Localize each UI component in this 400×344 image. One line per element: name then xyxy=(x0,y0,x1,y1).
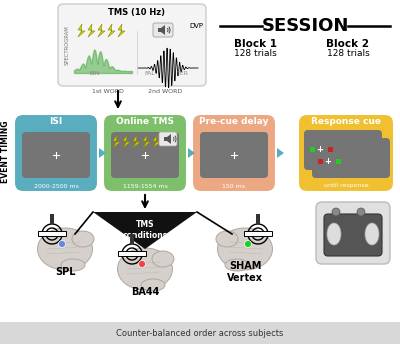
Circle shape xyxy=(138,260,146,268)
Bar xyxy=(318,159,323,164)
Text: Block 2: Block 2 xyxy=(326,39,370,49)
Text: Block 1: Block 1 xyxy=(234,39,276,49)
Text: 2000-2500 ms: 2000-2500 ms xyxy=(34,183,78,189)
Text: Response cue: Response cue xyxy=(311,118,381,127)
Polygon shape xyxy=(133,135,140,148)
Polygon shape xyxy=(153,135,160,148)
Ellipse shape xyxy=(225,259,249,271)
Polygon shape xyxy=(98,24,105,37)
Text: TMS (10 Hz): TMS (10 Hz) xyxy=(108,9,166,18)
Bar xyxy=(50,214,54,224)
Ellipse shape xyxy=(216,231,238,247)
Circle shape xyxy=(332,208,340,216)
Text: EVENT TIMING: EVENT TIMING xyxy=(2,121,10,183)
FancyBboxPatch shape xyxy=(159,132,177,146)
Text: 150 ms: 150 ms xyxy=(222,183,246,189)
Bar xyxy=(336,159,341,164)
Text: Online TMS: Online TMS xyxy=(116,118,174,127)
Text: +: + xyxy=(324,157,332,165)
Ellipse shape xyxy=(61,259,85,271)
Polygon shape xyxy=(108,24,115,37)
FancyBboxPatch shape xyxy=(22,132,90,178)
Circle shape xyxy=(244,240,252,247)
Text: 128 trials: 128 trials xyxy=(327,50,369,58)
Text: 1st WORD: 1st WORD xyxy=(92,89,124,94)
Polygon shape xyxy=(93,212,197,249)
Ellipse shape xyxy=(38,228,92,270)
FancyBboxPatch shape xyxy=(316,202,390,264)
Ellipse shape xyxy=(152,251,174,267)
Bar xyxy=(118,251,146,256)
Ellipse shape xyxy=(218,228,272,270)
FancyBboxPatch shape xyxy=(14,114,98,192)
Polygon shape xyxy=(118,24,125,37)
Circle shape xyxy=(357,208,365,216)
Text: Counter-balanced order across subjects: Counter-balanced order across subjects xyxy=(116,329,284,337)
Text: 1159-1554 ms: 1159-1554 ms xyxy=(122,183,168,189)
Text: SHAM
Vertex: SHAM Vertex xyxy=(227,261,263,283)
Text: TMS
conditions: TMS conditions xyxy=(122,219,168,240)
Ellipse shape xyxy=(365,223,379,245)
Polygon shape xyxy=(123,135,130,148)
Text: BA44: BA44 xyxy=(131,287,159,297)
Polygon shape xyxy=(188,148,195,158)
FancyBboxPatch shape xyxy=(312,138,390,178)
Bar xyxy=(256,214,260,224)
Text: Pre-cue delay: Pre-cue delay xyxy=(199,118,269,127)
FancyBboxPatch shape xyxy=(298,114,394,192)
Bar xyxy=(130,234,134,244)
FancyBboxPatch shape xyxy=(324,214,382,256)
Bar xyxy=(244,231,272,236)
FancyBboxPatch shape xyxy=(58,4,206,86)
Text: ISI: ISI xyxy=(49,118,63,127)
Bar xyxy=(0,322,400,344)
Bar xyxy=(38,231,66,236)
Polygon shape xyxy=(143,135,150,148)
FancyBboxPatch shape xyxy=(103,114,187,192)
Ellipse shape xyxy=(118,248,172,290)
Ellipse shape xyxy=(141,279,165,291)
Circle shape xyxy=(58,240,66,247)
Polygon shape xyxy=(158,25,165,35)
FancyBboxPatch shape xyxy=(111,132,179,178)
Text: FAL: FAL xyxy=(145,71,155,76)
Ellipse shape xyxy=(72,231,94,247)
FancyBboxPatch shape xyxy=(200,132,268,178)
Polygon shape xyxy=(99,148,106,158)
FancyBboxPatch shape xyxy=(153,23,173,37)
Polygon shape xyxy=(88,24,95,37)
Polygon shape xyxy=(164,134,171,144)
Text: SESSION: SESSION xyxy=(261,17,349,35)
Text: SPECTROGRAM: SPECTROGRAM xyxy=(64,25,70,65)
Bar xyxy=(310,147,315,152)
Polygon shape xyxy=(277,148,284,158)
FancyBboxPatch shape xyxy=(192,114,276,192)
Polygon shape xyxy=(113,135,120,148)
Ellipse shape xyxy=(327,223,341,245)
Text: EIN: EIN xyxy=(90,71,100,76)
FancyBboxPatch shape xyxy=(304,130,382,170)
Text: SPL: SPL xyxy=(55,267,75,277)
Text: TER: TER xyxy=(177,71,189,76)
Text: +: + xyxy=(316,144,324,153)
Polygon shape xyxy=(78,24,85,37)
Text: DVP: DVP xyxy=(189,23,203,29)
Text: 128 trials: 128 trials xyxy=(234,50,276,58)
Text: 2nd WORD: 2nd WORD xyxy=(148,89,182,94)
Text: until response: until response xyxy=(324,183,368,189)
Bar xyxy=(328,147,333,152)
